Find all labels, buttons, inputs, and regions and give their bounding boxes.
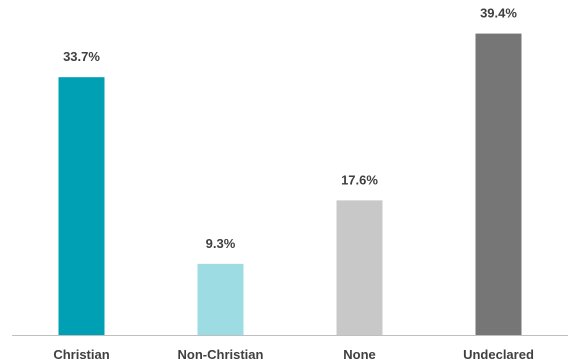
data-label-christian: 33.7% [63,49,100,64]
x-tick-labels-group: Christian Non-Christian None Undeclared [53,347,534,362]
bar-non-christian [197,263,244,335]
data-label-none: 17.6% [341,172,378,187]
data-labels-group: 33.7% 9.3% 17.6% 39.4% [63,6,517,251]
x-tick-label-non-christian: Non-Christian [178,347,264,362]
data-label-undeclared: 39.4% [480,6,517,21]
bar-undeclared [475,33,522,336]
x-tick-label-none: None [343,347,376,362]
data-label-non-christian: 9.3% [206,236,236,251]
bars-group [58,33,522,336]
x-tick-label-christian: Christian [53,347,109,362]
bar-none [336,200,383,335]
x-tick-label-undeclared: Undeclared [463,347,534,362]
bar-christian [58,77,105,335]
